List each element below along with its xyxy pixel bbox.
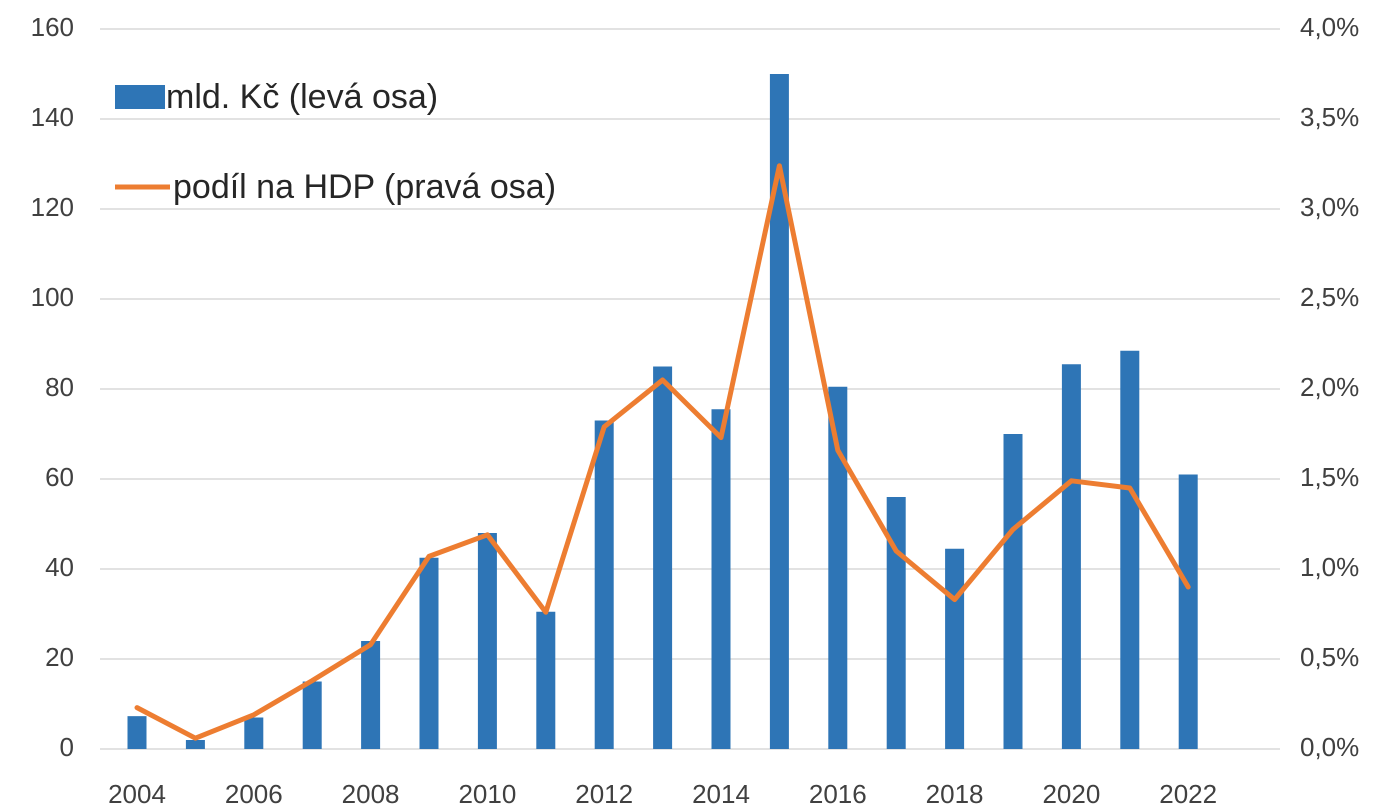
x-tick-label: 2008 <box>342 779 400 809</box>
bar <box>1178 474 1198 749</box>
y2-tick-label: 1,0% <box>1300 552 1359 582</box>
bar <box>711 409 731 749</box>
bar <box>769 74 789 749</box>
y-tick-label: 120 <box>31 192 74 222</box>
legend-swatch <box>115 85 165 109</box>
bar <box>828 386 848 749</box>
x-tick-label: 2006 <box>225 779 283 809</box>
y2-tick-label: 3,5% <box>1300 102 1359 132</box>
bar <box>945 548 965 749</box>
y2-tick-label: 0,0% <box>1300 732 1359 762</box>
y-tick-label: 40 <box>45 552 74 582</box>
y2-tick-label: 2,0% <box>1300 372 1359 402</box>
y-tick-label: 80 <box>45 372 74 402</box>
x-tick-label: 2016 <box>809 779 867 809</box>
x-tick-label: 2004 <box>108 779 166 809</box>
bar <box>653 366 673 749</box>
y-tick-label: 100 <box>31 282 74 312</box>
x-tick-label: 2010 <box>458 779 516 809</box>
bar <box>127 716 147 749</box>
bar <box>1061 364 1081 749</box>
y-tick-label: 0 <box>60 732 74 762</box>
bar <box>361 641 381 749</box>
y2-tick-label: 4,0% <box>1300 12 1359 42</box>
bar <box>1120 350 1140 749</box>
bar <box>886 497 906 749</box>
bar <box>185 740 205 749</box>
legend-label: mld. Kč (levá osa) <box>166 78 438 116</box>
bar <box>536 611 556 749</box>
y-tick-label: 160 <box>31 12 74 42</box>
y2-tick-label: 2,5% <box>1300 282 1359 312</box>
bar <box>594 420 614 749</box>
line <box>134 163 1191 741</box>
x-tick-label: 2020 <box>1042 779 1100 809</box>
x-tick-label: 2022 <box>1159 779 1217 809</box>
bar <box>1003 434 1023 749</box>
bar <box>302 681 322 749</box>
y2-tick-label: 1,5% <box>1300 462 1359 492</box>
bar <box>244 717 264 749</box>
bar <box>419 557 439 749</box>
x-tick-label: 2014 <box>692 779 750 809</box>
y-tick-label: 140 <box>31 102 74 132</box>
y-tick-label: 60 <box>45 462 74 492</box>
y2-tick-label: 3,0% <box>1300 192 1359 222</box>
x-tick-label: 2018 <box>926 779 984 809</box>
y-tick-label: 20 <box>45 642 74 672</box>
bar <box>477 533 497 749</box>
y2-tick-label: 0,5% <box>1300 642 1359 672</box>
x-tick-label: 2012 <box>575 779 633 809</box>
legend-label: podíl na HDP (pravá osa) <box>173 168 556 206</box>
